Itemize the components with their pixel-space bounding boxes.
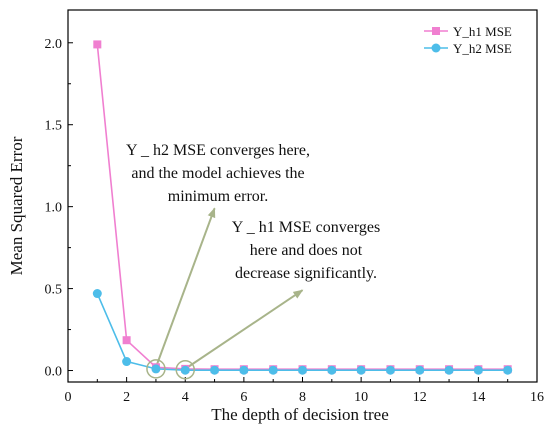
series-2-point [503,365,513,375]
series-2-point [239,365,249,375]
y-axis-title: Mean Squared Error [7,136,26,275]
series-2-point [444,365,454,375]
series-1-point [93,40,102,49]
annotation-h1-line-1: Y _ h1 MSE converges [232,219,380,236]
series-1-point [122,336,131,345]
series-2-point [473,365,483,375]
series-2-point [385,365,395,375]
series-2-point [298,365,307,375]
series-2-point [327,365,337,375]
series-2-point [356,365,366,375]
x-axis-title: The depth of decision tree [211,405,389,424]
series-2-point [268,365,278,375]
x-tick-label: 14 [471,390,485,405]
y-tick-label: 1.5 [45,119,63,134]
highlight-circle-2 [175,359,195,380]
x-tick-label: 8 [299,390,306,405]
y-tick-label: 1.0 [45,201,63,216]
annotation-h1-line-3: decrease significantly. [235,265,377,282]
series-2-point [151,364,161,374]
annotation-h1-line-2: here and does not [250,242,363,259]
series-2-point [122,357,132,367]
y-tick-label: 0.0 [45,365,63,380]
annotation-arrow-1 [154,207,216,368]
x-tick-label: 2 [123,390,130,405]
highlight-circle-1 [146,359,166,379]
y-tick-label: 2.0 [45,37,63,52]
annotation-h2-line-2: and the model achieves the [131,165,304,182]
legend-label-2: Y_h2 MSE [453,41,512,56]
legend-marker-2 [431,43,441,53]
x-tick-label: 16 [530,390,544,405]
x-tick-label: 6 [240,390,247,405]
annotation-arrow-2 [184,289,304,370]
series-2-point [210,365,220,375]
x-tick-label: 0 [65,390,72,405]
legend-marker-1 [432,27,440,35]
x-tick-label: 10 [354,390,368,405]
x-tick-label: 4 [182,390,189,405]
plot-frame [67,9,538,383]
annotation-h2-line-1: Y _ h2 MSE converges here, [126,142,310,159]
y-tick-label: 0.5 [45,283,63,298]
series-2-point [92,289,102,299]
series-line-1 [96,44,508,371]
series-2-point [180,365,190,375]
series-2-point [415,365,425,375]
annotation-h2-line-3: minimum error. [168,188,268,205]
x-tick-label: 12 [413,390,427,405]
legend-label-1: Y_h1 MSE [453,24,512,39]
